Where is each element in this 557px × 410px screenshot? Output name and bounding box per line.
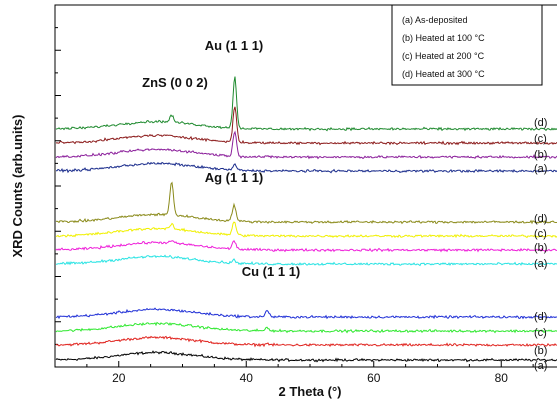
xrd-curve <box>55 254 557 267</box>
curve-label: (c) <box>534 228 547 240</box>
xrd-curve <box>55 130 557 160</box>
x-axis-label: 2 Theta (°) <box>279 384 342 399</box>
curve-label: (a) <box>534 163 547 175</box>
series-curves <box>55 76 557 363</box>
xrd-curve <box>55 239 557 253</box>
curve-label: (d) <box>534 117 547 129</box>
peak-annotations: Au (1 1 1) ZnS (0 0 2) Ag (1 1 1) Cu (1 1 1… <box>142 38 300 279</box>
x-tick-label: 40 <box>240 371 254 385</box>
curve-label: (a) <box>534 258 547 270</box>
curve-label: (c) <box>534 327 547 339</box>
x-tick-label: 20 <box>112 371 126 385</box>
curve-label: (d) <box>534 311 547 323</box>
series-curve-labels: (a) (b) (c) (d) (a) (b) (c) (d) (a) (b) (c) (d) <box>534 117 547 372</box>
legend-box <box>391 4 543 86</box>
peak-annotation: ZnS (0 0 2) <box>142 75 208 90</box>
peak-annotation: Au (1 1 1) <box>205 38 264 53</box>
xrd-curve <box>56 221 557 239</box>
curve-label: (b) <box>534 242 547 254</box>
curve-label: (a) <box>534 360 547 372</box>
x-tick-label: 60 <box>367 371 381 385</box>
xrd-curve <box>55 307 557 320</box>
xrd-curve <box>55 321 557 334</box>
xrd-curve <box>55 181 557 225</box>
x-tick-label: 80 <box>495 371 509 385</box>
xrd-curve <box>56 161 557 174</box>
peak-annotation: Cu (1 1 1) <box>242 264 301 279</box>
xrd-curve <box>55 76 557 132</box>
curve-label: (d) <box>534 213 547 225</box>
xrd-curve <box>55 350 557 363</box>
curve-label: (b) <box>534 149 547 161</box>
legend-entry: (a) As-deposited <box>402 15 468 25</box>
legend: (a) As-deposited (b) Heated at 100 °C (c… <box>391 4 543 86</box>
y-axis-label: XRD Counts (arb.units) <box>10 115 25 258</box>
legend-entry: (b) Heated at 100 °C <box>402 33 485 43</box>
axis-ticks: 20 40 60 80 <box>54 27 534 385</box>
xrd-curve <box>55 335 557 348</box>
peak-annotation: Ag (1 1 1) <box>205 170 264 185</box>
curve-label: (c) <box>534 133 547 145</box>
legend-entry: (c) Heated at 200 °C <box>402 51 485 61</box>
xrd-curve <box>55 106 557 146</box>
curve-label: (b) <box>534 345 547 357</box>
legend-entry: (d) Heated at 300 °C <box>402 69 485 79</box>
